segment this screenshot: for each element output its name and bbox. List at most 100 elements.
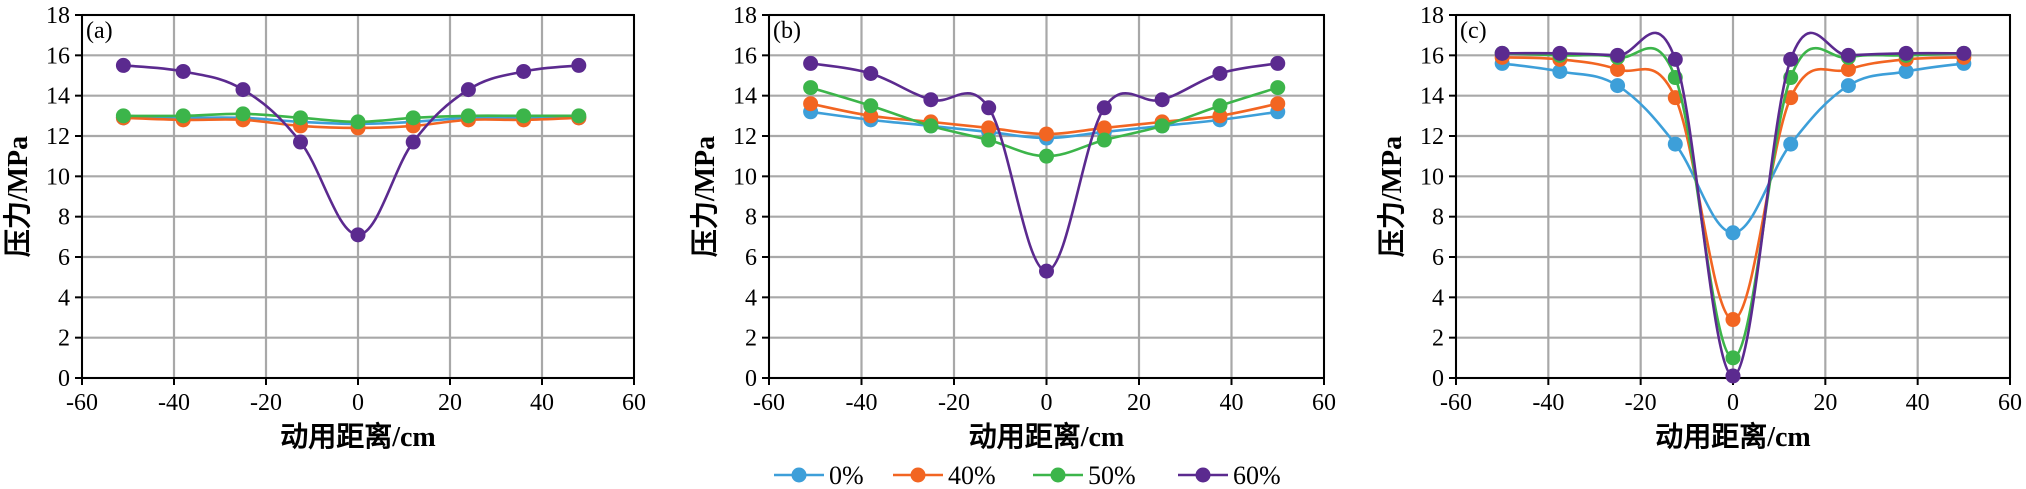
data-point bbox=[923, 92, 939, 108]
data-point bbox=[1898, 63, 1914, 79]
y-tick-label: 10 bbox=[733, 164, 757, 190]
data-point bbox=[863, 65, 879, 81]
x-tick-label: 60 bbox=[622, 390, 646, 416]
y-tick-label: 8 bbox=[745, 205, 757, 231]
y-tick-label: 18 bbox=[733, 3, 757, 29]
data-point bbox=[1039, 126, 1054, 142]
data-point bbox=[1725, 225, 1741, 241]
data-point bbox=[1212, 65, 1228, 81]
legend-marker bbox=[1195, 467, 1211, 483]
data-point bbox=[923, 118, 939, 134]
y-tick-label: 12 bbox=[733, 124, 757, 150]
series-50pct bbox=[115, 106, 587, 130]
data-point bbox=[1840, 61, 1856, 77]
y-tick-label: 16 bbox=[733, 43, 757, 69]
panel-label: (c) bbox=[1460, 18, 1487, 44]
data-point bbox=[981, 132, 997, 148]
data-point bbox=[1096, 100, 1112, 116]
y-axis-title: 压力/MPa bbox=[689, 136, 721, 257]
x-tick-label: 60 bbox=[1998, 390, 2022, 416]
x-tick-label: -60 bbox=[753, 390, 785, 416]
series-50pct bbox=[803, 80, 1286, 164]
data-point bbox=[1154, 118, 1170, 134]
y-tick-label: 12 bbox=[1420, 124, 1444, 150]
y-axis-title: 压力/MPa bbox=[1376, 136, 1408, 257]
data-point bbox=[350, 114, 366, 130]
x-tick-label: 20 bbox=[438, 390, 462, 416]
data-point bbox=[293, 110, 308, 126]
legend-marker bbox=[910, 467, 926, 483]
x-axis-title: 动用距离/cm bbox=[280, 420, 436, 453]
data-point bbox=[1610, 78, 1626, 94]
legend-marker bbox=[791, 467, 807, 483]
data-point bbox=[1783, 136, 1799, 152]
data-point bbox=[1270, 80, 1286, 96]
x-axis-title: 动用距离/cm bbox=[1655, 420, 1811, 453]
data-point bbox=[516, 108, 532, 124]
x-axis-title: 动用距离/cm bbox=[969, 420, 1125, 453]
data-point bbox=[235, 82, 251, 98]
data-point bbox=[1270, 55, 1286, 71]
data-point bbox=[1898, 45, 1914, 61]
x-tick-label: -20 bbox=[250, 390, 282, 416]
data-point bbox=[803, 55, 819, 71]
data-point bbox=[350, 227, 366, 243]
data-point bbox=[1783, 51, 1799, 67]
data-point bbox=[1039, 263, 1054, 279]
x-tick-label: -60 bbox=[66, 390, 98, 416]
y-tick-label: 16 bbox=[46, 43, 70, 69]
data-point bbox=[1725, 312, 1741, 328]
data-point bbox=[571, 57, 587, 73]
x-tick-label: -40 bbox=[1532, 390, 1564, 416]
y-axis-title: 压力/MPa bbox=[2, 136, 34, 257]
x-tick-label: -60 bbox=[1440, 390, 1472, 416]
x-tick-label: 0 bbox=[1041, 390, 1053, 416]
x-tick-label: -40 bbox=[158, 390, 190, 416]
data-point bbox=[175, 63, 191, 79]
legend-item-0pct: 0% bbox=[774, 461, 864, 489]
data-point bbox=[1096, 120, 1112, 136]
data-point bbox=[175, 108, 191, 124]
y-tick-label: 14 bbox=[733, 84, 757, 110]
chart-panel-b: -60 -40 -20 0 20 40 60 0 2 4 6 8 10 12 14 16 18 动用距离/cm 压力… bbox=[689, 3, 1336, 453]
data-point bbox=[1840, 78, 1856, 94]
data-point bbox=[405, 134, 421, 150]
y-tick-label: 8 bbox=[1432, 205, 1444, 231]
data-point bbox=[1610, 47, 1626, 63]
y-tick-label: 16 bbox=[1420, 43, 1444, 69]
chart-panel-c: -60 -40 -20 0 20 40 60 0 2 4 6 8 10 12 14 16 18 动用距离/cm 压力… bbox=[1376, 3, 2022, 453]
y-tick-label: 2 bbox=[745, 326, 757, 352]
data-point bbox=[1494, 45, 1510, 61]
data-point bbox=[460, 108, 476, 124]
data-point bbox=[1039, 148, 1054, 164]
data-point bbox=[1154, 92, 1170, 108]
y-tick-label: 6 bbox=[58, 245, 70, 271]
data-point bbox=[863, 98, 879, 114]
x-tick-label: 20 bbox=[1127, 390, 1151, 416]
legend-label: 50% bbox=[1088, 461, 1136, 489]
y-tick-label: 0 bbox=[745, 366, 757, 392]
y-tick-label: 8 bbox=[58, 205, 70, 231]
series-0pct bbox=[1494, 55, 1972, 241]
x-tick-label: 0 bbox=[1727, 390, 1739, 416]
data-point bbox=[1096, 132, 1112, 148]
x-tick-label: 40 bbox=[1906, 390, 1930, 416]
series-60pct bbox=[1494, 31, 1972, 384]
data-point bbox=[1212, 98, 1228, 114]
panel-label: (b) bbox=[773, 18, 801, 44]
x-tick-label: 0 bbox=[352, 390, 364, 416]
data-point bbox=[405, 110, 421, 126]
data-point bbox=[803, 80, 819, 96]
data-point bbox=[571, 108, 587, 124]
y-tick-label: 6 bbox=[1432, 245, 1444, 271]
y-tick-label: 4 bbox=[58, 285, 70, 311]
data-point bbox=[1956, 45, 1972, 61]
series-60pct bbox=[803, 55, 1286, 279]
y-tick-label: 10 bbox=[46, 164, 70, 190]
legend-item-60pct: 60% bbox=[1178, 461, 1281, 489]
data-point bbox=[803, 96, 819, 112]
x-tick-label: -20 bbox=[1625, 390, 1657, 416]
data-point bbox=[1552, 45, 1568, 61]
y-tick-label: 18 bbox=[1420, 3, 1444, 29]
